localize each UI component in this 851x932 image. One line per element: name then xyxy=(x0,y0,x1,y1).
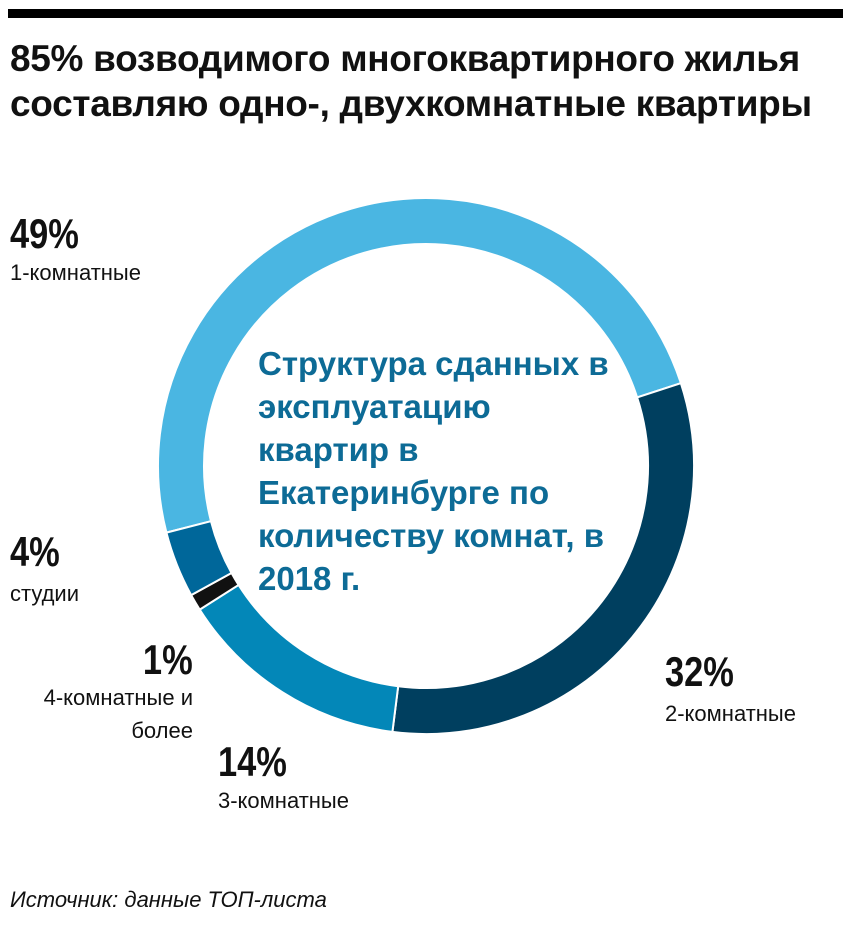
top-rule xyxy=(8,9,843,18)
chart-title: 85% возводимого многоквартирного жилья с… xyxy=(10,38,812,124)
value-label: 1% xyxy=(143,636,193,683)
value-label: 49% xyxy=(10,210,79,257)
donut-slice xyxy=(157,197,683,534)
donut-slice xyxy=(165,519,233,597)
category-label: 3-комнатные xyxy=(218,788,349,813)
value-label: 14% xyxy=(218,738,287,785)
category-label: 4-комнатные и более xyxy=(43,685,193,743)
value-label: 32% xyxy=(665,648,734,695)
category-label: 1-комнатные xyxy=(10,260,141,285)
center-text: Структура сданных в эксплуатацию квартир… xyxy=(258,345,609,597)
donut-slice xyxy=(198,583,400,734)
category-label: студии xyxy=(10,581,80,606)
value-label: 4% xyxy=(10,528,60,575)
source: Источник: данные ТОП-листа xyxy=(10,887,327,912)
category-label: 2-комнатные xyxy=(665,701,796,726)
